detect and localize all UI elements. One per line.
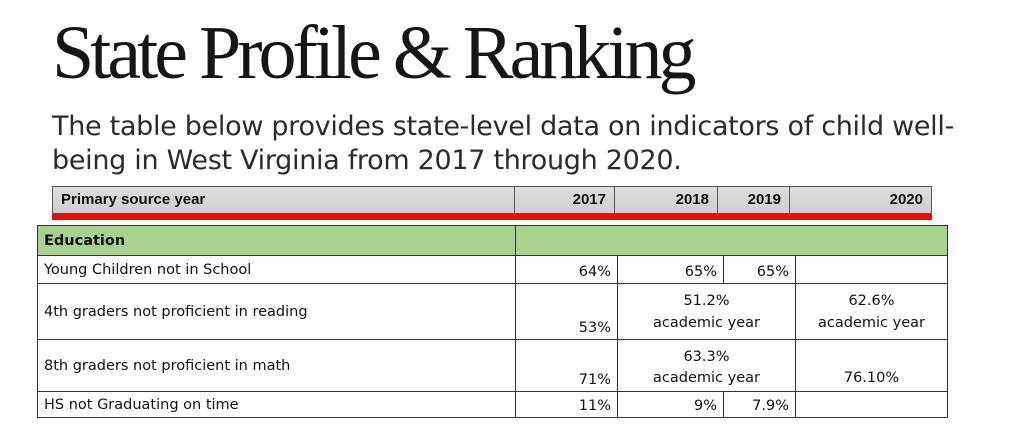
cell-2017: 53% <box>515 283 618 340</box>
cell-2018-2019: 51.2% academic year <box>617 283 796 340</box>
table-row: HS not Graduating on time 11% 9% 7.9% <box>37 391 948 418</box>
cell-2017: 64% <box>515 255 618 284</box>
row-label: 8th graders not proficient in math <box>37 339 516 392</box>
section-row: Education <box>37 225 948 256</box>
section-fill <box>515 225 948 256</box>
cell-2017: 71% <box>515 339 618 392</box>
page-subtitle: The table below provides state-level dat… <box>52 111 955 176</box>
section-label: Education <box>37 225 516 256</box>
row-label: 4th graders not proficient in reading <box>37 283 516 340</box>
header-year-2018: 2018 <box>615 187 718 213</box>
cell-2020: 62.6% academic year <box>795 283 948 340</box>
header-year-2019: 2019 <box>718 187 790 213</box>
table-row: 4th graders not proficient in reading 53… <box>37 283 948 340</box>
header-year-2017: 2017 <box>515 187 615 213</box>
page-title: State Profile & Ranking <box>52 11 696 95</box>
cell-2020 <box>795 391 948 418</box>
cell-2019: 7.9% <box>723 391 796 418</box>
red-divider <box>52 214 932 220</box>
indicators-table: Education Young Children not in School 6… <box>37 225 948 418</box>
header-label: Primary source year <box>53 187 515 213</box>
cell-2020 <box>795 255 948 284</box>
row-label: Young Children not in School <box>37 255 516 284</box>
cell-2017: 11% <box>515 391 618 418</box>
cell-2019: 65% <box>723 255 796 284</box>
cell-2020: 76.10% <box>795 339 948 392</box>
row-label: HS not Graduating on time <box>37 391 516 418</box>
table-row: Young Children not in School 64% 65% 65% <box>37 255 948 284</box>
table-header: Primary source year 2017 2018 2019 2020 <box>52 186 932 214</box>
cell-2018: 9% <box>617 391 724 418</box>
table-row: 8th graders not proficient in math 71% 6… <box>37 339 948 392</box>
cell-2018-2019: 63.3% academic year <box>617 339 796 392</box>
cell-2018: 65% <box>617 255 724 284</box>
header-year-2020: 2020 <box>889 191 923 208</box>
